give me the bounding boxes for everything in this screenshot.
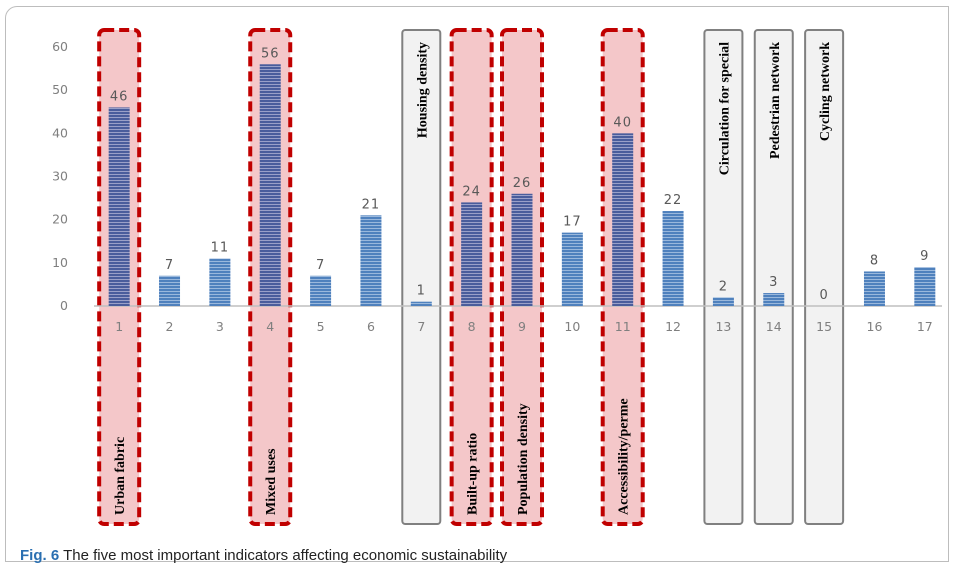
bar-7 bbox=[410, 301, 432, 306]
y-tick-label: 40 bbox=[52, 125, 68, 140]
data-label: 40 bbox=[613, 115, 632, 130]
x-tick-label: 1 bbox=[115, 319, 123, 334]
data-label: 22 bbox=[664, 193, 683, 208]
indicator-box-14 bbox=[753, 29, 794, 525]
indicator-label-14: Pedestrian network bbox=[768, 42, 783, 159]
y-tick-label: 50 bbox=[52, 82, 68, 97]
x-tick-label: 5 bbox=[317, 319, 325, 334]
data-labels: 1462731145657621718249261017114012221321… bbox=[110, 46, 933, 334]
data-label: 9 bbox=[920, 249, 929, 264]
x-tick-label: 3 bbox=[216, 319, 224, 334]
indicator-label-4: Mixed uses bbox=[264, 448, 279, 515]
x-tick-label: 2 bbox=[166, 319, 174, 334]
x-tick-label: 14 bbox=[766, 319, 782, 334]
bar-3 bbox=[209, 258, 231, 306]
x-tick-label: 8 bbox=[468, 319, 476, 334]
bar-10 bbox=[561, 232, 583, 306]
figure-frame: 0 10 20 30 40 50 60 1 46 2 7 3 11 4 56 5 7 6 21 7 1 8 24 9 26 10… bbox=[5, 6, 949, 564]
data-label: 0 bbox=[819, 288, 828, 303]
y-tick-label: 0 bbox=[60, 298, 68, 313]
x-tick-label: 6 bbox=[367, 319, 375, 334]
bar-1 bbox=[108, 107, 130, 306]
x-tick-label: 11 bbox=[615, 319, 631, 334]
indicator-box-13 bbox=[703, 29, 744, 525]
x-tick-label: 10 bbox=[564, 319, 580, 334]
x-tick-label: 13 bbox=[715, 319, 731, 334]
x-tick-label: 15 bbox=[816, 319, 832, 334]
indicator-label-13: Circulation for special bbox=[717, 42, 732, 175]
indicator-box-15 bbox=[804, 29, 845, 525]
caption-label: Fig. 6 bbox=[20, 547, 60, 564]
bar-4 bbox=[259, 64, 281, 306]
indicator-label-15: Cycling network bbox=[818, 42, 833, 141]
data-label: 17 bbox=[563, 215, 582, 230]
indicator-label-1: Urban fabric bbox=[113, 437, 128, 515]
data-label: 8 bbox=[870, 253, 879, 268]
bars bbox=[108, 64, 936, 306]
x-tick-label: 7 bbox=[417, 319, 425, 334]
x-tick-label: 17 bbox=[917, 319, 933, 334]
x-tick-label: 4 bbox=[266, 319, 274, 334]
data-label: 24 bbox=[462, 184, 481, 199]
x-tick-label: 16 bbox=[867, 319, 883, 334]
bar-8 bbox=[461, 202, 483, 306]
indicator-box-7 bbox=[401, 29, 442, 525]
caption-text: The five most important indicators affec… bbox=[63, 547, 508, 564]
figure-caption: Fig. 6 The five most important indicator… bbox=[20, 547, 507, 564]
bar-13 bbox=[712, 297, 734, 306]
data-label: 3 bbox=[769, 275, 778, 290]
data-label: 56 bbox=[261, 46, 280, 61]
data-label: 26 bbox=[513, 176, 532, 191]
indicator-label-9: Population density bbox=[516, 403, 531, 515]
x-tick-label: 12 bbox=[665, 319, 681, 334]
bar-6 bbox=[360, 215, 382, 306]
data-label: 1 bbox=[417, 284, 426, 299]
x-tick-label: 9 bbox=[518, 319, 526, 334]
bar-5 bbox=[310, 275, 332, 306]
indicator-label-7: Housing density bbox=[415, 42, 430, 138]
data-label: 2 bbox=[719, 279, 728, 294]
annotation-labels: Urban fabric Mixed uses Housing density Bui… bbox=[113, 42, 833, 515]
bar-14 bbox=[763, 293, 785, 306]
bar-17 bbox=[914, 267, 936, 306]
data-label: 7 bbox=[165, 258, 174, 273]
data-label: 21 bbox=[362, 197, 381, 212]
data-label: 46 bbox=[110, 89, 129, 104]
y-tick-label: 30 bbox=[52, 169, 68, 184]
data-label: 11 bbox=[211, 241, 230, 256]
bar-9 bbox=[511, 193, 533, 306]
y-tick-label: 10 bbox=[52, 255, 68, 270]
bar-2 bbox=[159, 275, 181, 306]
bar-11 bbox=[612, 133, 634, 306]
y-tick-label: 60 bbox=[52, 39, 68, 54]
bar-16 bbox=[863, 271, 885, 306]
indicator-label-8: Built-up ratio bbox=[466, 433, 481, 515]
indicator-label-11: Accessibility/perme bbox=[617, 398, 632, 515]
data-label: 7 bbox=[316, 258, 325, 273]
bar-12 bbox=[662, 211, 684, 306]
y-tick-label: 20 bbox=[52, 212, 68, 227]
